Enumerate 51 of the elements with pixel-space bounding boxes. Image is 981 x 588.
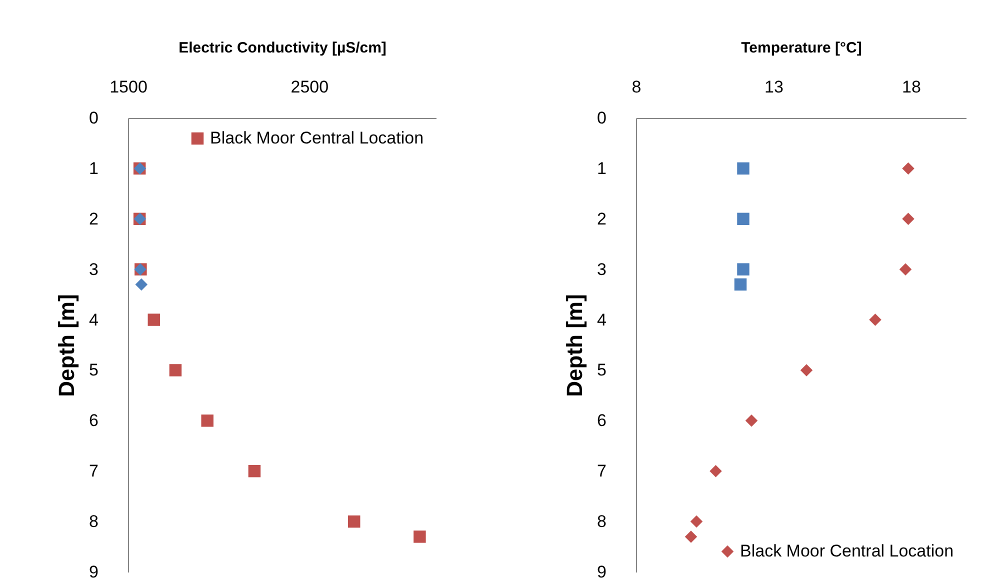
point [348,515,360,528]
y-axis-title: Depth [m] [54,294,80,397]
x-tick-label: 2500 [290,78,329,96]
y-tick-label: 5 [89,360,98,380]
x-tick-label: 13 [764,78,784,96]
y-tick-label: 1 [89,158,98,178]
y-tick-label: 0 [597,108,606,128]
y-tick-label: 7 [89,462,98,481]
x-axis-title: Electric Conductivity [µS/cm] [178,40,386,56]
legend-label: Black Moor Central Location [740,542,954,560]
x-axis-title: Temperature [°C] [741,40,862,56]
legend-label: Black Moor Central Location [210,128,424,148]
point [710,464,722,478]
y-tick-label: 7 [597,462,606,481]
point [248,464,261,478]
point [148,314,160,326]
y-tick-label: 6 [89,411,98,430]
y-tick-label: 5 [597,360,606,380]
y-tick-label: 2 [597,209,606,228]
point [902,212,914,226]
y-tick-label: 1 [597,158,606,178]
x-tick-label: 18 [902,78,921,96]
point [737,162,750,175]
point [201,414,214,427]
y-tick-label: 9 [597,562,606,582]
point [684,530,698,543]
point [899,263,912,276]
point [745,414,758,427]
point [734,278,747,291]
y-tick-label: 8 [597,512,606,532]
y-tick-label: 2 [89,209,98,228]
y-tick-label: 6 [597,411,606,430]
point [902,162,914,175]
y-tick-label: 9 [89,562,98,582]
point [690,515,703,528]
y-tick-label: 3 [89,260,98,279]
point [737,263,750,276]
point [414,530,426,543]
y-axis-title: Depth [m] [562,294,588,397]
y-tick-label: 0 [89,108,98,128]
point [869,314,882,326]
y-tick-label: 4 [89,310,98,330]
y-tick-label: 4 [597,310,606,330]
point [800,364,813,376]
x-tick-label: 8 [632,78,642,96]
y-tick-label: 3 [597,260,606,279]
point [737,212,750,226]
x-tick-label: 1500 [110,78,148,96]
point [169,364,182,376]
y-tick-label: 8 [89,512,98,532]
point [135,278,148,291]
